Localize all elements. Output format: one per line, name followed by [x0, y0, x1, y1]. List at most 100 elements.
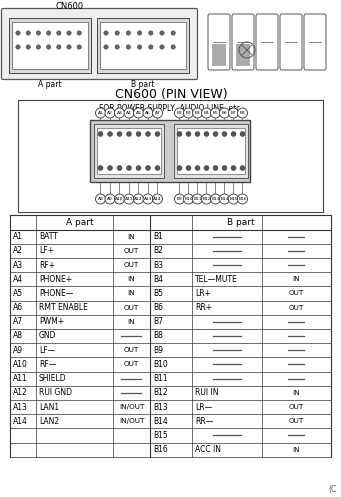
Circle shape — [149, 31, 153, 35]
Text: RF—: RF— — [39, 360, 56, 369]
Text: A9: A9 — [107, 197, 113, 201]
Text: A11: A11 — [13, 374, 28, 383]
Text: B1: B1 — [177, 111, 182, 115]
Text: A8: A8 — [13, 331, 23, 340]
Text: A3: A3 — [117, 111, 122, 115]
FancyBboxPatch shape — [90, 120, 251, 182]
Text: A10: A10 — [13, 360, 28, 369]
Text: OUT: OUT — [289, 418, 304, 424]
Circle shape — [193, 108, 203, 118]
Text: B11: B11 — [193, 197, 202, 201]
Text: B10: B10 — [153, 360, 168, 369]
Circle shape — [195, 166, 200, 170]
Text: B9: B9 — [177, 197, 182, 201]
FancyBboxPatch shape — [304, 14, 326, 70]
Circle shape — [202, 194, 211, 204]
Circle shape — [228, 108, 238, 118]
Text: A part: A part — [38, 80, 62, 89]
Text: RR—: RR— — [195, 416, 213, 426]
Text: IN: IN — [293, 390, 300, 396]
Text: LAN2: LAN2 — [39, 416, 59, 426]
Circle shape — [77, 31, 81, 35]
Text: B12: B12 — [202, 197, 211, 201]
Text: A part: A part — [66, 218, 94, 227]
Circle shape — [115, 31, 119, 35]
Text: B5: B5 — [153, 289, 163, 298]
Circle shape — [186, 132, 191, 137]
Circle shape — [26, 45, 30, 49]
Circle shape — [126, 45, 131, 49]
Text: A1: A1 — [98, 111, 103, 115]
FancyBboxPatch shape — [97, 18, 189, 73]
FancyBboxPatch shape — [12, 22, 88, 69]
Circle shape — [237, 194, 248, 204]
Text: OUT: OUT — [124, 262, 139, 268]
Text: ACC IN: ACC IN — [195, 445, 221, 454]
Text: CN600 (PIN VIEW): CN600 (PIN VIEW) — [115, 88, 227, 101]
Circle shape — [137, 31, 142, 35]
Circle shape — [115, 45, 119, 49]
Text: TEL—MUTE: TEL—MUTE — [195, 275, 238, 284]
Circle shape — [222, 166, 227, 170]
Text: IN: IN — [293, 447, 300, 453]
Text: B4: B4 — [153, 275, 163, 284]
Text: OUT: OUT — [124, 248, 139, 254]
Text: LF—: LF— — [39, 346, 55, 355]
Text: OUT: OUT — [124, 361, 139, 367]
Text: B14: B14 — [220, 197, 229, 201]
Text: OUT: OUT — [289, 305, 304, 311]
Circle shape — [202, 108, 211, 118]
Circle shape — [193, 194, 203, 204]
Circle shape — [186, 166, 191, 170]
Text: IN: IN — [128, 319, 135, 325]
FancyBboxPatch shape — [212, 44, 226, 66]
Text: OUT: OUT — [289, 290, 304, 296]
Circle shape — [210, 194, 221, 204]
Text: B16: B16 — [238, 197, 247, 201]
Circle shape — [152, 194, 163, 204]
Text: A9: A9 — [13, 346, 23, 355]
FancyBboxPatch shape — [98, 128, 161, 174]
Circle shape — [171, 31, 175, 35]
Text: B2: B2 — [153, 247, 163, 255]
Text: A12: A12 — [134, 197, 143, 201]
Text: A7: A7 — [154, 111, 160, 115]
Circle shape — [98, 166, 103, 170]
Text: B15: B15 — [229, 197, 238, 201]
Text: B part: B part — [131, 80, 155, 89]
FancyBboxPatch shape — [256, 14, 278, 70]
FancyBboxPatch shape — [100, 22, 186, 69]
Circle shape — [149, 45, 153, 49]
Text: IN/OUT: IN/OUT — [119, 418, 144, 424]
Text: B11: B11 — [153, 374, 168, 383]
Circle shape — [127, 166, 132, 170]
Circle shape — [107, 166, 113, 170]
Text: A13: A13 — [144, 197, 152, 201]
Text: B13: B13 — [211, 197, 220, 201]
Text: A5: A5 — [13, 289, 23, 298]
Text: FOR POWER SUPPLY, AUDIO LINE, etc.: FOR POWER SUPPLY, AUDIO LINE, etc. — [99, 104, 242, 113]
Text: A6: A6 — [145, 111, 151, 115]
Circle shape — [104, 31, 108, 35]
Circle shape — [57, 31, 61, 35]
Text: OUT: OUT — [124, 347, 139, 353]
Text: A11: A11 — [125, 197, 133, 201]
Circle shape — [95, 194, 105, 204]
Text: RF+: RF+ — [39, 260, 55, 269]
Circle shape — [77, 45, 81, 49]
Text: B12: B12 — [153, 388, 168, 397]
Text: OUT: OUT — [124, 305, 139, 311]
Circle shape — [204, 132, 209, 137]
Circle shape — [124, 194, 134, 204]
Circle shape — [160, 45, 164, 49]
Circle shape — [105, 194, 115, 204]
Text: B13: B13 — [153, 403, 168, 412]
Text: A2: A2 — [13, 247, 23, 255]
Text: A10: A10 — [115, 197, 124, 201]
Circle shape — [16, 45, 20, 49]
FancyBboxPatch shape — [232, 14, 254, 70]
Circle shape — [36, 45, 41, 49]
Circle shape — [152, 108, 163, 118]
Text: A1: A1 — [13, 232, 23, 241]
Text: IN/OUT: IN/OUT — [119, 404, 144, 410]
